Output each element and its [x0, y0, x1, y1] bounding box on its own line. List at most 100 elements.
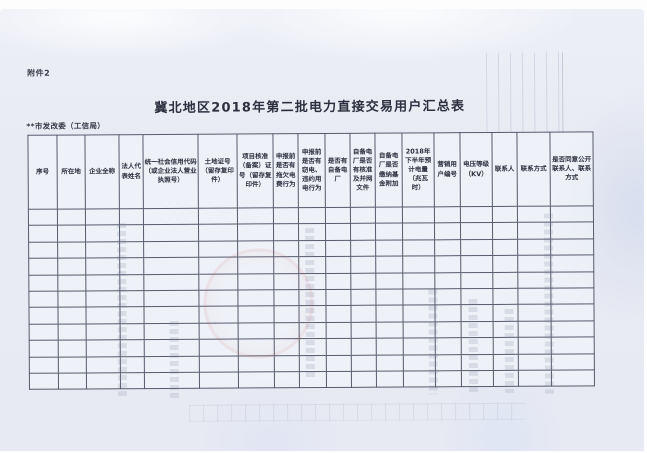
table-cell	[237, 207, 274, 225]
table-cell	[325, 256, 351, 274]
table-cell	[460, 222, 493, 240]
table-cell	[58, 372, 87, 390]
table-cell	[85, 257, 120, 275]
table-cell	[460, 239, 493, 256]
column-header-11: 自备电厂是否有核准及并网文件	[349, 133, 376, 208]
table-cell	[326, 322, 352, 339]
table-cell	[435, 337, 462, 355]
table-cell	[350, 256, 376, 273]
table-cell	[143, 257, 199, 275]
table-cell	[492, 239, 518, 256]
table-cell	[402, 239, 435, 257]
table-cell	[492, 271, 518, 289]
table-cell	[199, 371, 239, 389]
table-cell	[143, 224, 199, 242]
table-cell	[550, 271, 594, 289]
table-cell	[492, 222, 518, 240]
table-cell	[375, 256, 403, 273]
table-cell	[86, 356, 121, 373]
table-cell	[350, 239, 376, 257]
table-cell	[492, 255, 518, 273]
column-header-18: 是否同意公开联系人、联系方式	[549, 131, 594, 207]
table-cell	[58, 356, 87, 374]
bleedthrough-text-strip	[468, 299, 479, 394]
table-cell	[85, 208, 120, 226]
table-cell	[550, 205, 594, 223]
bleedthrough-columns-top	[485, 52, 564, 133]
table-cell	[435, 354, 462, 371]
table-cell	[57, 241, 86, 259]
table-cell	[351, 321, 377, 339]
column-header-5: 统一社会信用代码（或企业法人营业执照号）	[142, 134, 199, 209]
table-cell	[460, 272, 493, 289]
bleedthrough-text-strip	[169, 320, 180, 399]
table-cell	[551, 336, 595, 354]
column-header-2: 所在地	[56, 134, 86, 210]
table-cell	[434, 239, 461, 256]
table-cell	[28, 209, 58, 226]
table-cell	[198, 224, 238, 242]
table-cell	[402, 206, 435, 224]
table-cell	[273, 207, 299, 225]
table-cell	[85, 307, 121, 324]
table-cell	[350, 207, 376, 224]
column-header-16: 联系人	[491, 132, 518, 207]
table-cell	[550, 238, 594, 256]
attachment-label: 附件2	[27, 68, 51, 78]
table-cell	[28, 274, 58, 292]
table-cell	[28, 241, 58, 259]
table-cell	[325, 305, 352, 323]
table-cell	[85, 274, 120, 291]
table-cell	[85, 241, 120, 259]
table-cell	[460, 206, 493, 224]
bleedthrough-text-strip	[428, 289, 439, 395]
table-cell	[274, 355, 300, 372]
table-header-row: 序号 所在地 企业全称 法人代表姓名 统一社会信用代码（或企业法人营业执照号） 土地证号（…	[27, 131, 594, 210]
table-cell	[143, 241, 199, 258]
table-cell	[28, 291, 58, 308]
table-cell	[492, 206, 518, 223]
table-cell	[402, 272, 435, 289]
table-cell	[375, 305, 404, 322]
column-header-10: 是否有自备电厂	[324, 133, 351, 208]
table-cell	[28, 307, 59, 325]
table-cell	[274, 371, 300, 389]
table-cell	[57, 258, 86, 275]
table-cell	[551, 369, 595, 387]
table-cell	[238, 371, 275, 389]
table-cell	[325, 240, 351, 257]
table-cell	[57, 290, 86, 308]
bleedthrough-text-strip	[116, 223, 128, 399]
table-cell	[57, 225, 86, 242]
table-cell	[551, 353, 595, 371]
table-cell	[350, 305, 377, 323]
table-cell	[402, 255, 435, 273]
table-cell	[351, 338, 377, 355]
table-cell	[550, 222, 594, 239]
table-cell	[376, 338, 404, 355]
table-cell	[435, 370, 462, 388]
column-header-6: 土地证号（留存复印件）	[197, 134, 238, 209]
table-cell	[29, 323, 59, 341]
table-cell	[29, 340, 59, 357]
table-cell	[273, 224, 299, 241]
bleedthrough-band-bottom	[189, 402, 526, 422]
table-cell	[326, 338, 352, 356]
table-cell	[434, 272, 461, 289]
table-cell	[237, 224, 274, 241]
table-cell	[325, 289, 351, 306]
table-cell	[198, 208, 238, 225]
table-cell	[350, 223, 376, 241]
column-header-13: 2018年下半年预计电量（兆瓦时）	[401, 132, 435, 208]
table-cell	[550, 255, 594, 272]
table-cell	[351, 354, 377, 372]
table-cell	[376, 370, 404, 388]
column-header-7: 项目核准（备案）证号（留存复印件）	[236, 133, 274, 209]
table-cell	[85, 290, 120, 308]
table-cell	[375, 272, 403, 290]
table-cell	[435, 321, 462, 338]
table-cell	[86, 372, 121, 390]
table-cell	[57, 208, 86, 226]
table-cell	[351, 371, 377, 388]
